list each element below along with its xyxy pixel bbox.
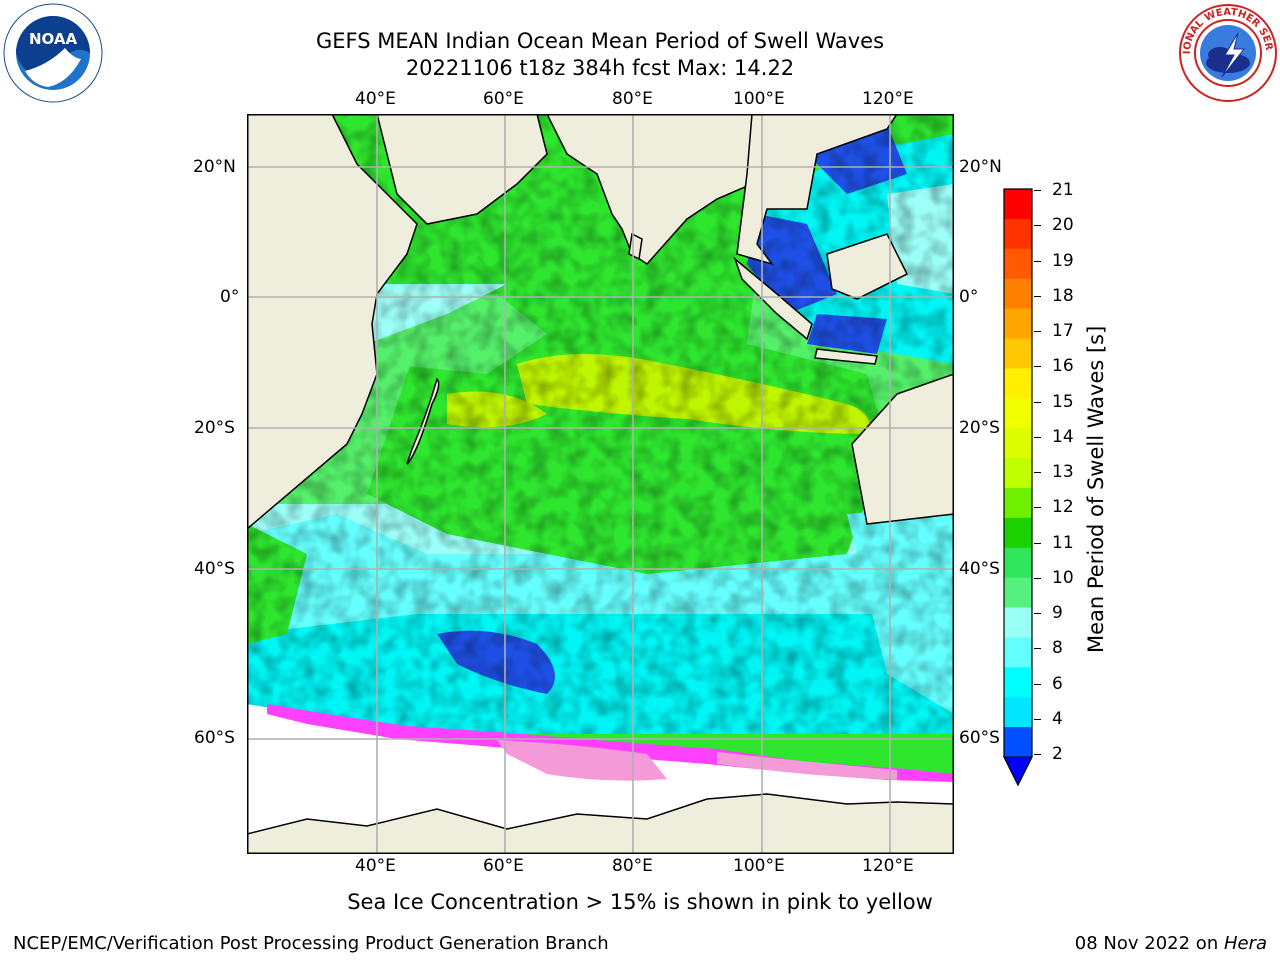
lat-label-left: 20°S <box>194 418 235 438</box>
colorbar-segment <box>1004 338 1032 369</box>
colorbar-segment <box>1004 697 1032 728</box>
colorbar-tick-label: 12 <box>1052 497 1074 518</box>
nws-logo: NATIONAL WEATHER SERVICE <box>1174 0 1278 103</box>
colorbar-tick-mark <box>1034 613 1041 614</box>
land-sumatra <box>733 256 813 341</box>
colorbar-tick-label: 18 <box>1052 285 1074 306</box>
land-madagascar <box>406 377 440 465</box>
colorbar-tick-mark <box>1034 683 1041 685</box>
colorbar-tick-label: 2 <box>1052 744 1063 764</box>
lon-label-bottom: 40°E <box>355 856 396 876</box>
colorbar-segment <box>1004 248 1032 280</box>
colorbar-tick-mark <box>1034 401 1041 403</box>
colorbar-tick-label: 13 <box>1052 462 1074 482</box>
colorbar-tick-mark <box>1034 366 1041 368</box>
colorbar-tick-mark <box>1034 648 1041 650</box>
lat-label-left: 60°S <box>194 728 235 748</box>
colorbar-segment <box>1004 547 1032 579</box>
colorbar-tick-label: 15 <box>1052 391 1074 412</box>
colorbar-tick-label: 21 <box>1052 180 1074 200</box>
lon-label-top: 80°E <box>612 89 653 109</box>
run-date-text: 08 Nov 2022 on <box>1074 933 1224 954</box>
colorbar-tick-mark <box>1034 295 1041 297</box>
land-sri-lanka <box>628 232 643 261</box>
colorbar-segment <box>1004 458 1032 489</box>
producer-credit: NCEP/EMC/Verification Post Processing Pr… <box>13 933 609 954</box>
colorbar-tick-label: 9 <box>1052 603 1063 623</box>
colorbar-segment <box>1004 577 1032 609</box>
sea-ice-note: Sea Ice Concentration > 15% is shown in … <box>347 890 933 914</box>
run-date: 08 Nov 2022 on Hera <box>1075 933 1267 954</box>
colorbar-segment <box>1004 727 1032 758</box>
land-australia <box>851 372 955 525</box>
land-borneo <box>826 233 909 300</box>
colorbar-tick-mark <box>1034 260 1041 262</box>
colorbar-tick-mark <box>1034 507 1041 509</box>
colorbar-segment <box>1004 667 1032 698</box>
colorbar-tick-label: 19 <box>1052 250 1074 271</box>
colorbar-segment <box>1004 398 1032 429</box>
land-java <box>814 348 878 365</box>
colorbar-ticks: 21 20 19 18 17 16 15 14 13 12 11 10 9 8 6 4 2 <box>1034 0 1106 960</box>
colorbar-tick-mark <box>1034 754 1041 755</box>
lon-label-bottom: 120°E <box>862 856 914 876</box>
colorbar-tick-label: 10 <box>1052 567 1074 588</box>
colorbar-tick-mark <box>1034 718 1041 720</box>
colorbar-tick-label: 11 <box>1052 532 1074 553</box>
colorbar-tick-mark <box>1034 472 1041 473</box>
colorbar-tick-label: 14 <box>1052 426 1074 447</box>
colorbar-segment <box>1004 278 1032 310</box>
map-canvas <box>246 113 955 855</box>
lon-label-top: 120°E <box>862 89 914 109</box>
colorbar-tick-mark <box>1034 331 1041 332</box>
lon-label-top: 60°E <box>483 89 524 109</box>
colorbar-tick-label: 4 <box>1052 708 1063 729</box>
colorbar-tick-label: 6 <box>1052 673 1063 694</box>
lat-label-left: 40°S <box>194 559 235 579</box>
lon-label-top: 100°E <box>733 89 785 109</box>
lat-label-right: 20°S <box>959 418 1000 438</box>
lat-label-right: 20°N <box>959 157 1002 177</box>
lat-label-right: 0° <box>959 287 979 307</box>
colorbar-tick-label: 16 <box>1052 356 1074 377</box>
colorbar-bar <box>1003 188 1033 787</box>
lat-label-left: 20°N <box>193 157 236 177</box>
noaa-logo-text: NOAA <box>29 30 78 48</box>
colorbar-tick-label: 8 <box>1052 638 1063 659</box>
colorbar-segment <box>1004 428 1032 459</box>
colorbar-segment <box>1004 368 1032 399</box>
lat-label-left: 0° <box>220 287 240 307</box>
colorbar-segment <box>1004 637 1032 668</box>
run-machine: Hera <box>1223 933 1267 954</box>
graticule <box>247 114 954 854</box>
lon-label-bottom: 80°E <box>612 856 653 876</box>
colorbar-segment <box>1004 487 1032 519</box>
colorbar-segment <box>1004 607 1032 638</box>
colorbar-tick-mark <box>1034 225 1041 227</box>
colorbar-tick-label: 17 <box>1052 321 1074 341</box>
sea-ice-pink-patch <box>497 740 667 781</box>
chart-title-line2: 20221106 t18z 384h fcst Max: 14.22 <box>405 56 795 80</box>
lon-label-bottom: 60°E <box>483 856 524 876</box>
noaa-logo: NOAA <box>3 3 103 103</box>
colorbar-tick-mark <box>1034 542 1041 544</box>
map-frame <box>247 114 954 854</box>
swell-period-map <box>246 113 955 855</box>
colorbar <box>1000 187 1040 787</box>
colorbar-tick-mark <box>1034 436 1041 438</box>
colorbar-tick-label: 20 <box>1052 215 1074 236</box>
colorbar-extend-arrow <box>1003 756 1033 787</box>
colorbar-tick-mark <box>1034 190 1041 191</box>
lat-label-right: 60°S <box>959 728 1000 748</box>
colorbar-tick-mark <box>1034 577 1041 579</box>
lon-label-top: 40°E <box>355 89 396 109</box>
colorbar-segment <box>1004 218 1032 250</box>
lon-label-bottom: 100°E <box>733 856 785 876</box>
colorbar-segment <box>1004 189 1032 220</box>
colorbar-title: Mean Period of Swell Waves [s] <box>1084 325 1108 653</box>
colorbar-segment <box>1004 308 1032 339</box>
colorbar-segment <box>1004 517 1032 549</box>
lat-label-right: 40°S <box>959 559 1000 579</box>
chart-title-line1: GEFS MEAN Indian Ocean Mean Period of Sw… <box>315 29 885 53</box>
